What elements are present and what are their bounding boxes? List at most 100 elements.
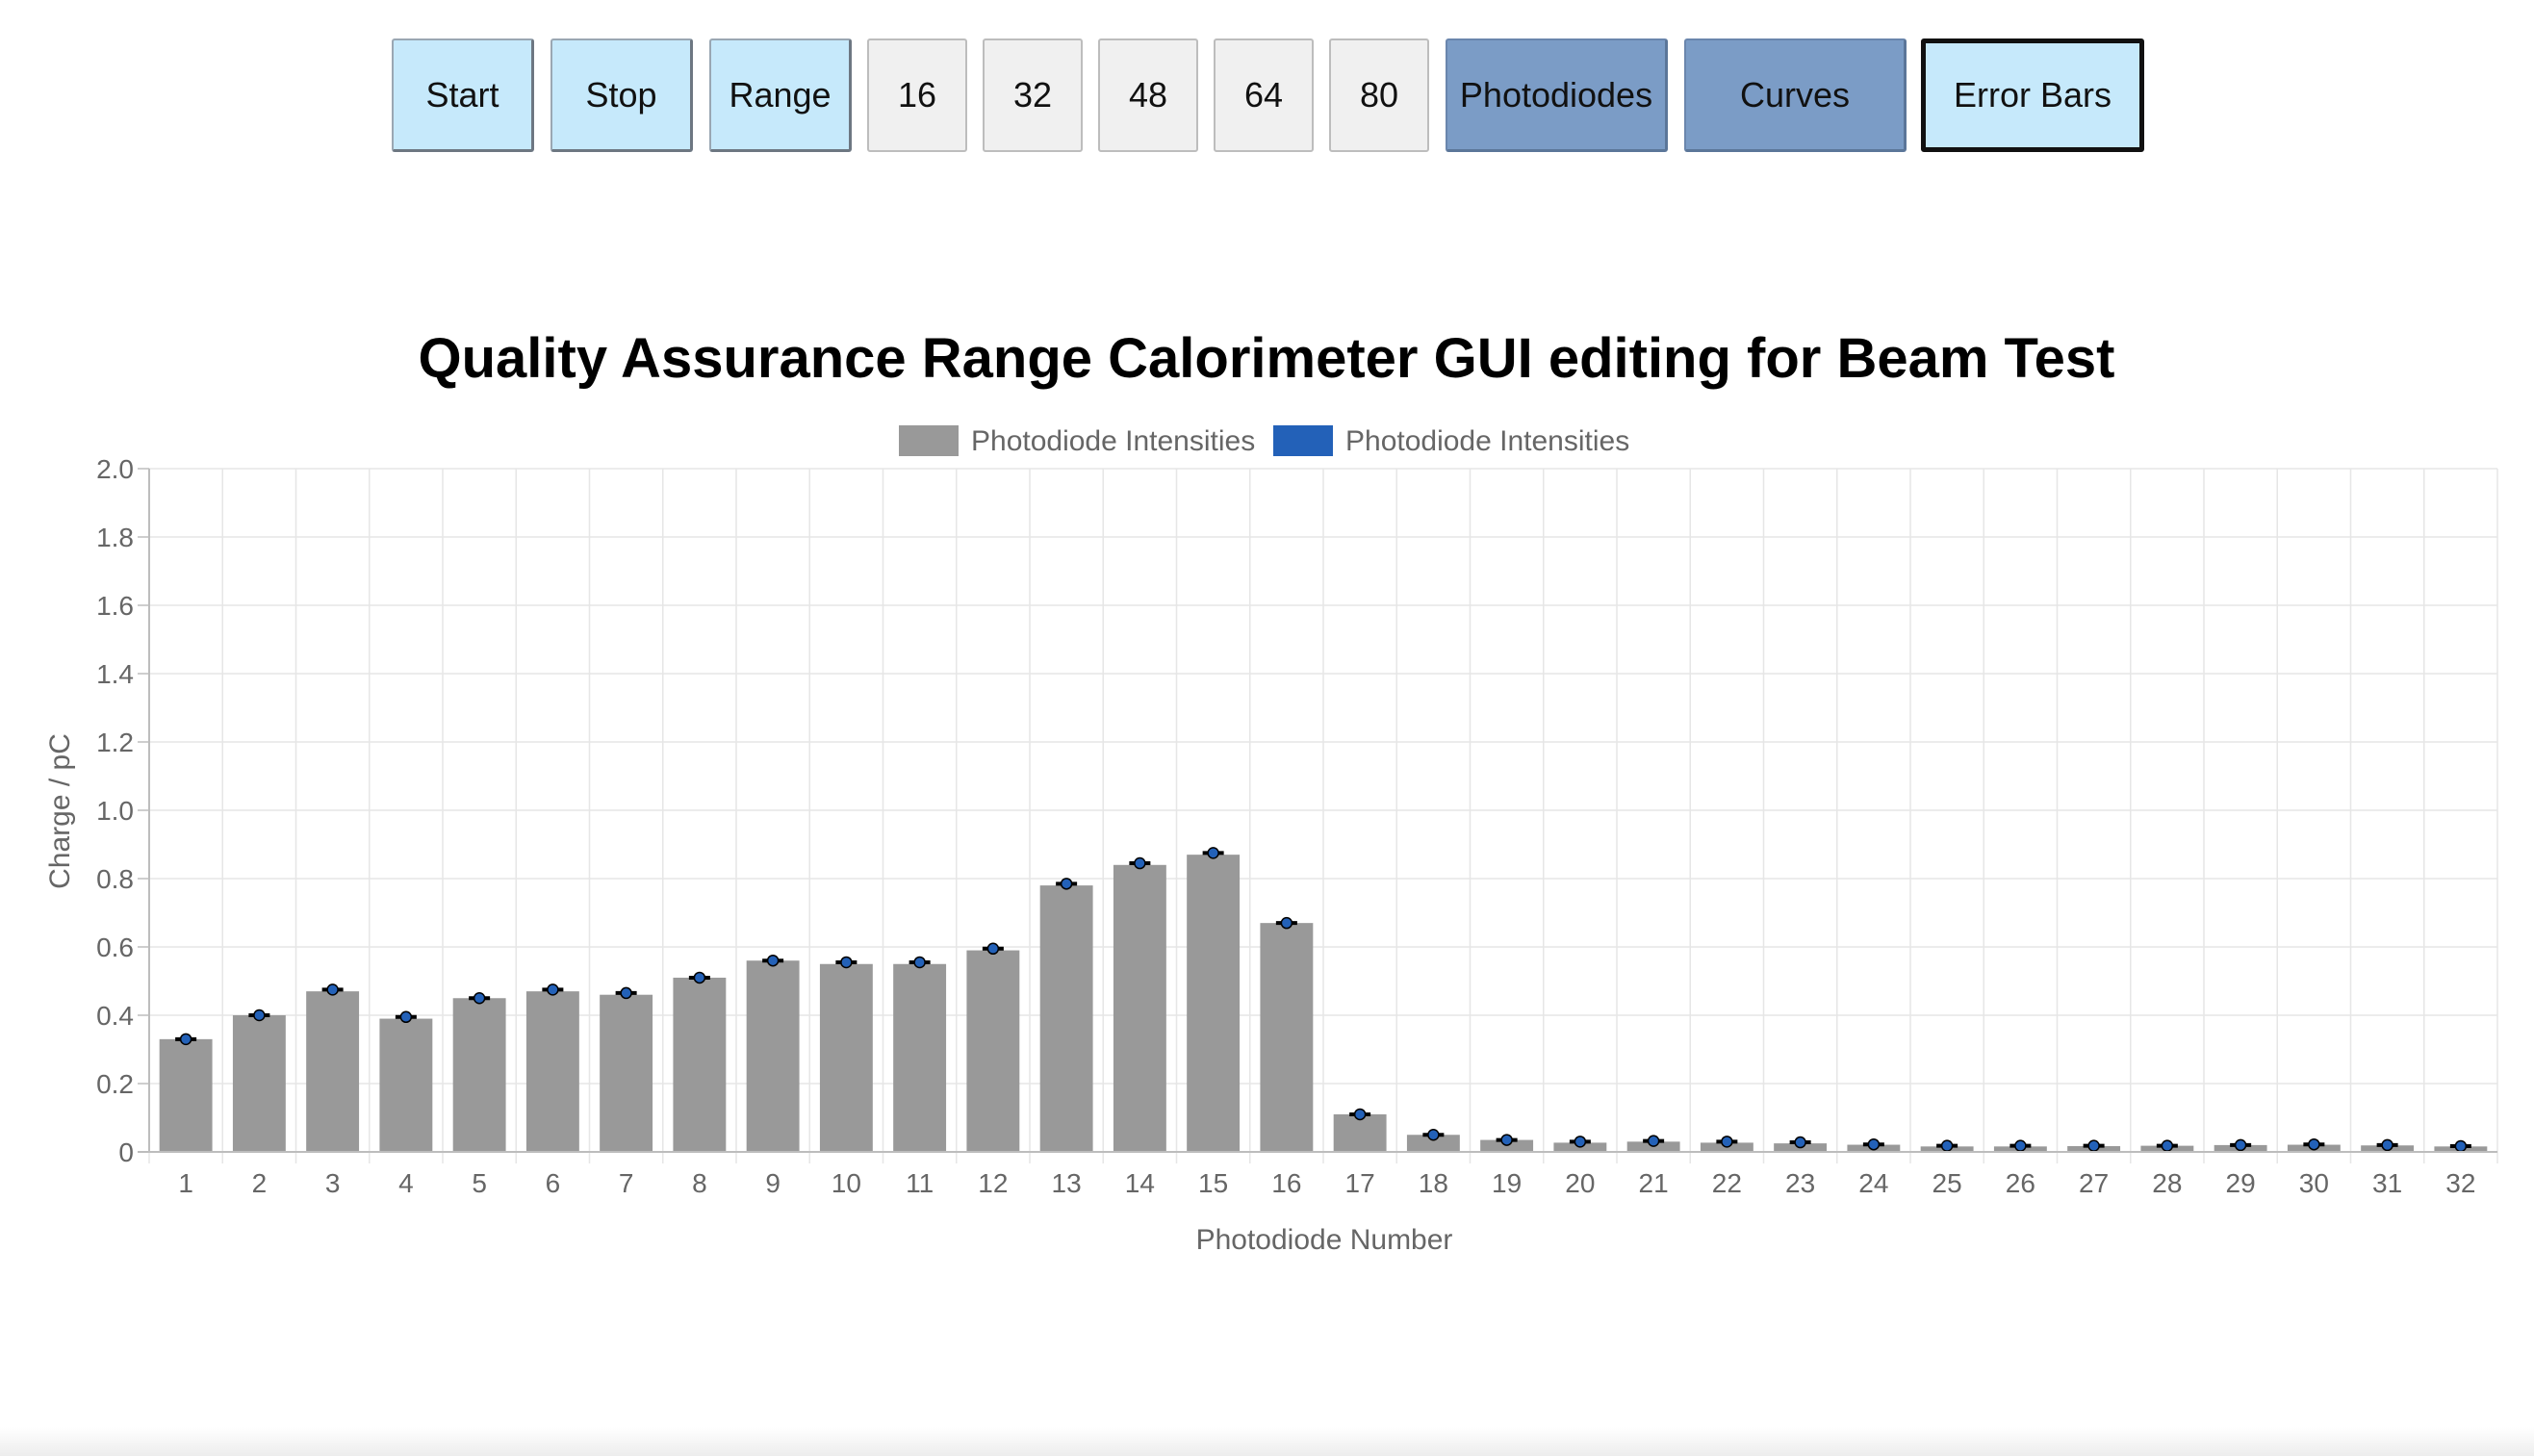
error-marker — [615, 986, 637, 1000]
stop-button[interactable]: Stop — [550, 38, 693, 152]
photodiodes-button[interactable]: Photodiodes — [1446, 38, 1668, 152]
error-bars-button[interactable]: Error Bars — [1921, 38, 2144, 152]
markers — [175, 847, 2471, 1153]
error-marker — [321, 983, 344, 996]
bar-chart: Quality Assurance Range Calorimeter GUI … — [44, 327, 2498, 1256]
x-tick-label: 13 — [1052, 1168, 1082, 1198]
x-tick-label: 8 — [692, 1168, 707, 1198]
x-tick-label: 22 — [1712, 1168, 1742, 1198]
toolbar: Start Stop Range 16 32 48 64 80 Photodio… — [0, 0, 2534, 164]
start-button[interactable]: Start — [392, 38, 534, 152]
error-marker — [395, 1010, 417, 1024]
error-marker — [542, 983, 564, 996]
legend: Photodiode Intensities Photodiode Intens… — [899, 425, 1629, 457]
bar — [525, 991, 579, 1152]
error-marker — [2230, 1138, 2252, 1152]
error-marker — [1862, 1137, 1884, 1151]
x-tick-label: 9 — [765, 1168, 781, 1198]
curves-button[interactable]: Curves — [1684, 38, 1907, 152]
error-marker — [1422, 1129, 1445, 1141]
error-marker — [1496, 1134, 1518, 1146]
legend-swatch-bars — [899, 425, 959, 456]
bar — [379, 1018, 433, 1152]
x-tick-label: 30 — [2299, 1168, 2329, 1198]
x-tick-label: 29 — [2226, 1168, 2256, 1198]
bar — [893, 963, 947, 1152]
x-tick-label: 3 — [325, 1168, 341, 1198]
x-tick-label: 11 — [906, 1168, 934, 1198]
x-tick-label: 1 — [178, 1168, 193, 1198]
x-tick-label: 26 — [2006, 1168, 2035, 1198]
error-marker — [1056, 878, 1078, 890]
legend-label-markers: Photodiode Intensities — [1345, 425, 1629, 457]
y-tick-label: 1.6 — [96, 591, 134, 621]
range-16-button[interactable]: 16 — [867, 38, 967, 152]
y-tick-label: 1.8 — [96, 523, 134, 552]
x-tick-label: 19 — [1492, 1168, 1522, 1198]
error-marker — [2083, 1139, 2105, 1152]
y-tick-label: 0.6 — [96, 932, 134, 962]
error-marker — [1789, 1136, 1811, 1149]
y-tick-label: 1.0 — [96, 796, 134, 826]
error-marker — [762, 954, 784, 967]
y-tick-label: 1.4 — [96, 659, 134, 689]
y-tick-label: 2.0 — [96, 454, 134, 484]
x-tick-label: 12 — [978, 1168, 1008, 1198]
error-marker — [909, 956, 931, 969]
error-marker — [2303, 1137, 2325, 1151]
bar — [306, 991, 360, 1152]
x-tick-label: 7 — [619, 1168, 634, 1198]
error-marker — [2376, 1138, 2398, 1152]
error-marker — [1202, 847, 1224, 859]
legend-swatch-markers — [1273, 425, 1333, 456]
error-marker — [1716, 1136, 1738, 1148]
x-tick-label: 14 — [1125, 1168, 1155, 1198]
x-tick-label: 28 — [2152, 1168, 2182, 1198]
y-tick-label: 1.2 — [96, 728, 134, 757]
tick-labels: 00.20.40.60.81.01.21.41.61.82.01 2 3 4 5 6 7 8 9… — [96, 454, 2475, 1198]
error-marker — [982, 942, 1004, 956]
error-marker — [469, 992, 491, 1005]
error-marker — [688, 971, 710, 984]
x-tick-label: 20 — [1565, 1168, 1595, 1198]
x-tick-label: 16 — [1271, 1168, 1301, 1198]
range-48-button[interactable]: 48 — [1098, 38, 1198, 152]
y-tick-label: 0.4 — [96, 1001, 134, 1031]
x-tick-label: 24 — [1858, 1168, 1888, 1198]
error-marker — [1643, 1135, 1665, 1147]
bar — [452, 998, 506, 1152]
x-tick-label: 5 — [472, 1168, 487, 1198]
y-tick-label: 0.8 — [96, 864, 134, 894]
bar — [966, 950, 1020, 1152]
chart-title: Quality Assurance Range Calorimeter GUI … — [419, 327, 2115, 390]
page-bottom-shadow — [0, 1427, 2534, 1456]
bar — [673, 977, 727, 1152]
x-tick-label: 25 — [1932, 1168, 1962, 1198]
bar — [232, 1015, 286, 1152]
x-tick-label: 15 — [1198, 1168, 1228, 1198]
x-tick-label: 10 — [832, 1168, 861, 1198]
bar — [819, 963, 873, 1152]
bar — [1333, 1113, 1387, 1152]
x-tick-label: 6 — [546, 1168, 561, 1198]
bar — [1187, 855, 1241, 1152]
x-tick-label: 23 — [1785, 1168, 1815, 1198]
bars — [159, 855, 2488, 1152]
bar — [1113, 864, 1166, 1152]
y-tick-label: 0 — [118, 1137, 134, 1167]
range-64-button[interactable]: 64 — [1214, 38, 1314, 152]
error-marker — [1129, 856, 1151, 870]
x-tick-label: 17 — [1345, 1168, 1375, 1198]
bar — [1260, 923, 1314, 1152]
error-marker — [1349, 1108, 1371, 1121]
range-80-button[interactable]: 80 — [1329, 38, 1429, 152]
error-marker — [175, 1033, 197, 1046]
error-marker — [1275, 916, 1297, 930]
range-32-button[interactable]: 32 — [983, 38, 1083, 152]
range-button[interactable]: Range — [709, 38, 852, 152]
error-marker — [2449, 1139, 2471, 1153]
error-marker — [248, 1009, 270, 1022]
y-tick-label: 0.2 — [96, 1069, 134, 1099]
legend-label-bars: Photodiode Intensities — [971, 425, 1255, 457]
y-axis-label: Charge / pC — [44, 733, 76, 889]
